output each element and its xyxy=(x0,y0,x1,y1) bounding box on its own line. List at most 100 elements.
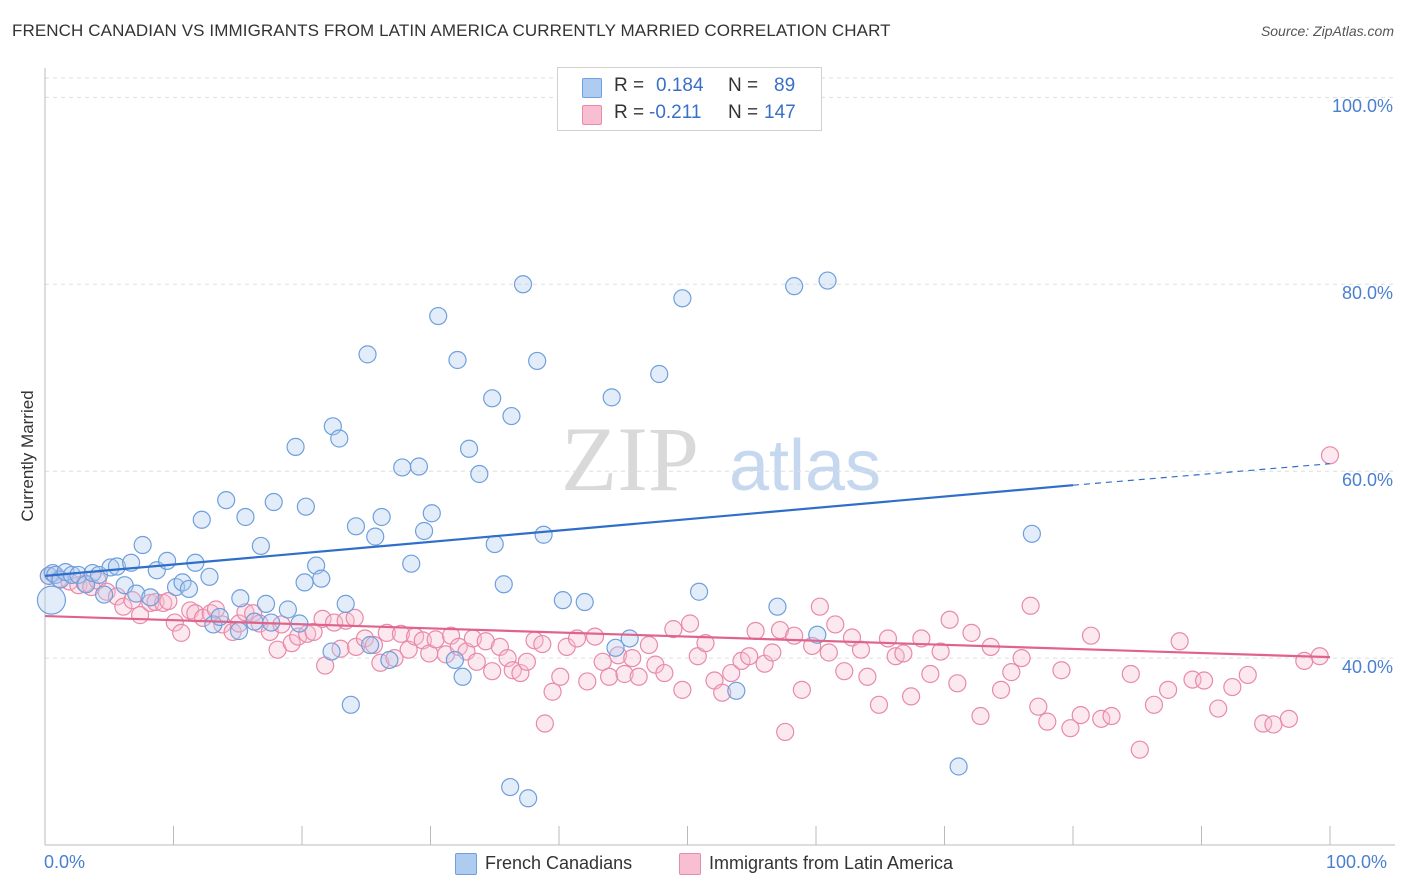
legend-r-value: 0.184 xyxy=(656,75,704,96)
data-point-french-canadians xyxy=(133,535,152,555)
data-point-immigrants-latin-america xyxy=(114,597,133,616)
data-point-immigrants-latin-america xyxy=(165,613,184,632)
data-point-immigrants-latin-america xyxy=(172,623,191,642)
data-point-immigrants-latin-america xyxy=(1021,596,1040,615)
chart-title: FRENCH CANADIAN VS IMMIGRANTS FROM LATIN… xyxy=(12,21,891,40)
data-point-french-canadians xyxy=(141,588,160,607)
data-point-immigrants-latin-america xyxy=(1238,665,1257,685)
data-point-immigrants-latin-america xyxy=(467,652,486,671)
watermark-zip: ZIP xyxy=(561,408,699,510)
data-point-french-canadians xyxy=(768,597,787,616)
data-point-immigrants-latin-america xyxy=(1320,446,1340,465)
y-tick-label: 80.0% xyxy=(1341,283,1393,304)
data-point-immigrants-latin-america xyxy=(391,624,411,643)
data-point-french-canadians xyxy=(336,594,355,613)
data-point-immigrants-latin-america xyxy=(483,662,502,681)
data-point-immigrants-latin-america xyxy=(810,597,829,616)
data-point-immigrants-latin-america xyxy=(746,621,765,641)
data-point-french-canadians xyxy=(414,521,434,541)
data-point-immigrants-latin-america xyxy=(785,626,804,645)
data-point-immigrants-latin-america xyxy=(585,627,605,646)
data-point-immigrants-latin-america xyxy=(1209,699,1228,718)
data-point-french-canadians xyxy=(422,504,441,523)
data-point-french-canadians xyxy=(372,507,391,527)
data-point-immigrants-latin-america xyxy=(971,706,990,726)
data-point-immigrants-latin-america xyxy=(664,620,683,639)
data-point-immigrants-latin-america xyxy=(1029,697,1048,716)
trend-line-french-canadians-extension xyxy=(1072,463,1331,486)
data-point-immigrants-latin-america xyxy=(551,667,570,686)
data-point-french-canadians xyxy=(217,491,236,510)
data-point-french-canadians xyxy=(157,551,177,571)
data-point-immigrants-latin-america xyxy=(680,614,700,633)
data-point-immigrants-latin-america xyxy=(1061,719,1080,738)
data-point-immigrants-latin-america xyxy=(858,667,877,686)
data-point-french-canadians xyxy=(210,607,229,627)
data-point-immigrants-latin-america xyxy=(894,644,913,663)
data-point-french-canadians xyxy=(650,364,669,384)
data-point-french-canadians xyxy=(278,600,297,619)
data-point-french-canadians xyxy=(341,695,360,714)
data-point-french-canadians xyxy=(602,388,621,407)
y-tick-label: 40.0% xyxy=(1341,657,1393,678)
data-point-immigrants-latin-america xyxy=(593,652,612,671)
data-point-immigrants-latin-america xyxy=(722,663,741,683)
legend-r-label: R = xyxy=(614,75,645,96)
watermark-atlas: atlas xyxy=(729,426,881,506)
data-point-immigrants-latin-america xyxy=(533,634,552,654)
data-point-immigrants-latin-america xyxy=(623,648,642,668)
legend-swatch-blue xyxy=(582,78,602,98)
data-point-immigrants-latin-america xyxy=(615,664,634,684)
data-point-french-canadians xyxy=(366,527,385,546)
data-point-immigrants-latin-america xyxy=(921,664,940,684)
data-point-french-canadians xyxy=(459,439,479,458)
data-point-french-canadians xyxy=(192,510,211,529)
data-point-immigrants-latin-america xyxy=(1121,664,1140,684)
data-point-french-canadians xyxy=(361,635,380,655)
data-point-immigrants-latin-america xyxy=(673,680,692,699)
legend-n-value: 147 xyxy=(764,102,796,123)
data-point-immigrants-latin-america xyxy=(1158,680,1178,699)
data-point-immigrants-latin-america xyxy=(313,609,332,628)
data-point-french-canadians xyxy=(393,458,412,477)
data-point-french-canadians xyxy=(286,437,305,456)
data-point-immigrants-latin-america xyxy=(159,591,178,611)
data-point-french-canadians xyxy=(483,389,502,408)
trend-line-immigrants-latin-america xyxy=(44,614,1331,659)
legend-n-label: N = xyxy=(728,102,759,123)
data-point-french-canadians xyxy=(453,667,472,686)
data-point-french-canadians xyxy=(95,585,114,604)
data-point-french-canadians xyxy=(409,457,429,476)
data-point-french-canadians xyxy=(485,534,504,554)
data-point-french-canadians xyxy=(429,306,448,326)
data-point-french-canadians xyxy=(295,573,314,592)
data-point-french-canadians xyxy=(673,289,692,308)
data-point-immigrants-latin-america xyxy=(511,663,530,683)
bottom-legend-swatch-blue xyxy=(455,853,477,875)
data-point-immigrants-latin-america xyxy=(517,652,536,671)
data-point-french-canadians xyxy=(513,275,533,294)
data-point-immigrants-latin-america xyxy=(740,647,759,666)
data-point-immigrants-latin-america xyxy=(639,635,659,655)
legend-n-label: N = xyxy=(728,75,759,96)
legend-r-label: R = xyxy=(614,102,645,123)
data-point-immigrants-latin-america xyxy=(912,629,931,648)
data-point-immigrants-latin-america xyxy=(819,643,838,662)
data-point-immigrants-latin-america xyxy=(869,695,889,714)
data-point-immigrants-latin-america xyxy=(1071,706,1090,725)
data-point-french-canadians xyxy=(501,777,520,797)
legend-r-value: -0.211 xyxy=(649,102,702,123)
data-point-french-canadians xyxy=(179,579,199,599)
data-point-immigrants-latin-america xyxy=(304,622,323,642)
data-point-french-canadians xyxy=(101,558,120,577)
data-point-immigrants-latin-america xyxy=(1002,663,1021,682)
data-point-french-canadians xyxy=(534,525,553,544)
data-point-immigrants-latin-america xyxy=(931,642,950,661)
data-point-french-canadians xyxy=(519,789,538,808)
data-point-immigrants-latin-america xyxy=(1038,712,1057,731)
source-label: Source: ZipAtlas.com xyxy=(1260,23,1394,39)
data-point-immigrants-latin-america xyxy=(1012,648,1031,668)
data-point-french-canadians xyxy=(358,345,377,364)
data-point-french-canadians xyxy=(528,351,547,371)
data-point-immigrants-latin-america xyxy=(901,687,921,706)
